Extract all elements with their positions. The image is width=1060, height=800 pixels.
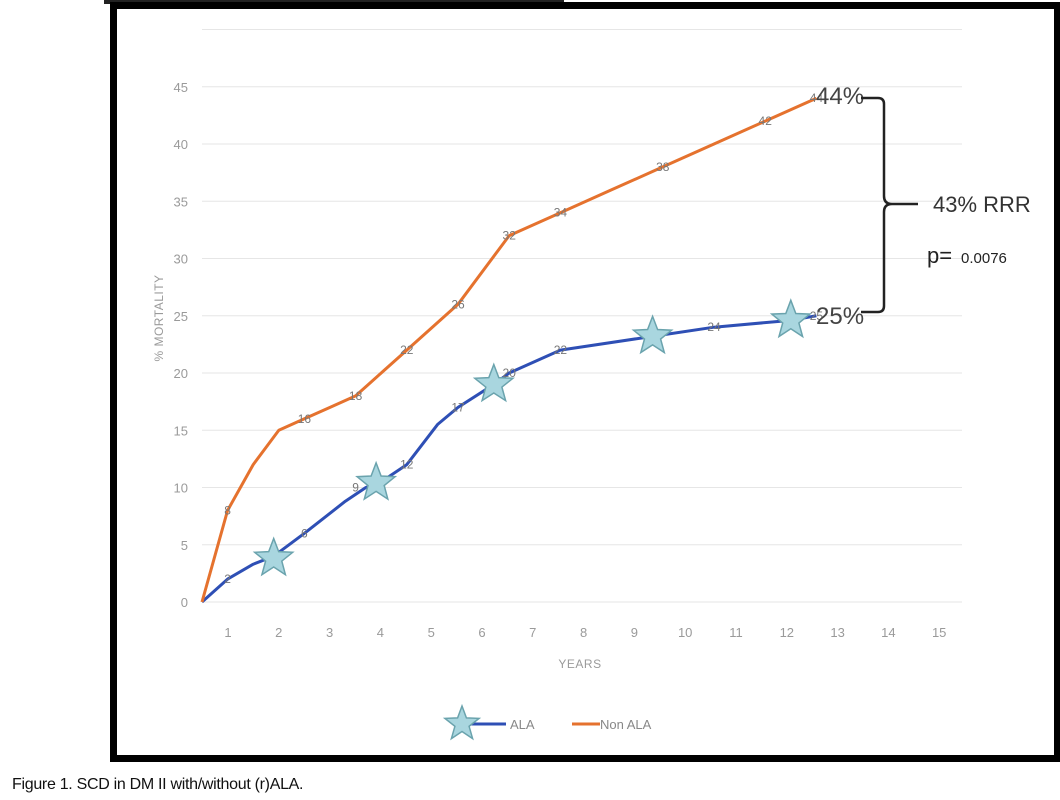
x-tick-label: 14 (881, 625, 895, 640)
x-tick-label: 15 (932, 625, 946, 640)
x-tick-label: 1 (224, 625, 231, 640)
x-tick-label: 5 (428, 625, 435, 640)
rrr-annotation: 44% 25% 43% RRR p= 0.0076 (816, 83, 1031, 330)
star-marker (252, 536, 295, 577)
x-tick-labels: 1 2 3 4 5 6 7 8 9 10 11 12 13 14 15 (224, 625, 946, 640)
x-tick-label: 9 (631, 625, 638, 640)
x-tick-label: 11 (729, 625, 743, 640)
data-label: 24 (707, 320, 721, 334)
figure-frame (110, 2, 1060, 762)
data-label: 32 (503, 229, 517, 243)
y-tick-label: 45 (174, 80, 188, 95)
bottom-value-annotation: 25% (816, 303, 864, 330)
y-tick-label: 15 (174, 423, 188, 438)
data-label: 20 (503, 366, 517, 380)
data-label: 12 (400, 458, 414, 472)
p-prefix: p= (927, 243, 952, 268)
x-tick-label: 2 (275, 625, 282, 640)
grid-lines (202, 29, 962, 603)
data-label: 22 (554, 343, 568, 357)
data-label: 44 (810, 91, 824, 105)
data-label: 16 (298, 412, 312, 426)
y-tick-label: 35 (174, 194, 188, 209)
figure-caption: Figure 1. SCD in DM II with/without (r)A… (12, 776, 304, 793)
y-tick-label: 25 (174, 309, 188, 324)
legend-ala-label: ALA (510, 717, 535, 732)
data-label: 38 (656, 160, 670, 174)
y-tick-label: 0 (181, 595, 188, 610)
star-marker (472, 362, 515, 403)
data-label: 22 (400, 343, 414, 357)
data-label: 9 (352, 481, 359, 495)
star-marker (355, 460, 398, 501)
legend: ALA Non ALA (442, 703, 652, 741)
y-tick-label: 30 (174, 252, 188, 267)
x-axis-label: YEARS (558, 657, 601, 671)
star-marker (631, 314, 674, 355)
data-label: 17 (451, 400, 465, 414)
x-tick-label: 6 (478, 625, 485, 640)
data-label: 6 (301, 526, 308, 540)
series-lines (200, 96, 818, 604)
series-line-ala (200, 314, 817, 604)
x-tick-label: 4 (377, 625, 384, 640)
rrr-label: 43% RRR (933, 192, 1031, 217)
x-tick-label: 10 (678, 625, 692, 640)
star-marker (769, 298, 812, 339)
data-label: 2 (224, 572, 231, 586)
x-tick-label: 8 (580, 625, 587, 640)
top-value-annotation: 44% (816, 83, 864, 110)
star-markers (252, 298, 812, 577)
x-tick-label: 13 (830, 625, 844, 640)
series-line-non-ala (200, 96, 818, 603)
data-label: 25 (810, 309, 824, 323)
data-label: 42 (759, 114, 773, 128)
p-value: 0.0076 (961, 250, 1007, 267)
y-tick-labels: 0 5 10 15 20 25 30 35 40 45 (174, 80, 188, 610)
data-label: 34 (554, 206, 568, 220)
brace-bracket (861, 96, 893, 314)
legend-nonala-label: Non ALA (600, 717, 652, 732)
y-axis-label: % MORTALITY (152, 274, 166, 361)
data-label: 26 (451, 297, 465, 311)
x-tick-label: 12 (780, 625, 794, 640)
y-tick-label: 5 (181, 538, 188, 553)
y-tick-label: 40 (174, 137, 188, 152)
y-tick-label: 10 (174, 481, 188, 496)
y-tick-label: 20 (174, 366, 188, 381)
data-label: 18 (349, 389, 363, 403)
data-label: 8 (224, 503, 231, 517)
x-tick-label: 7 (529, 625, 536, 640)
legend-ala-star (442, 703, 482, 741)
x-tick-label: 3 (326, 625, 333, 640)
